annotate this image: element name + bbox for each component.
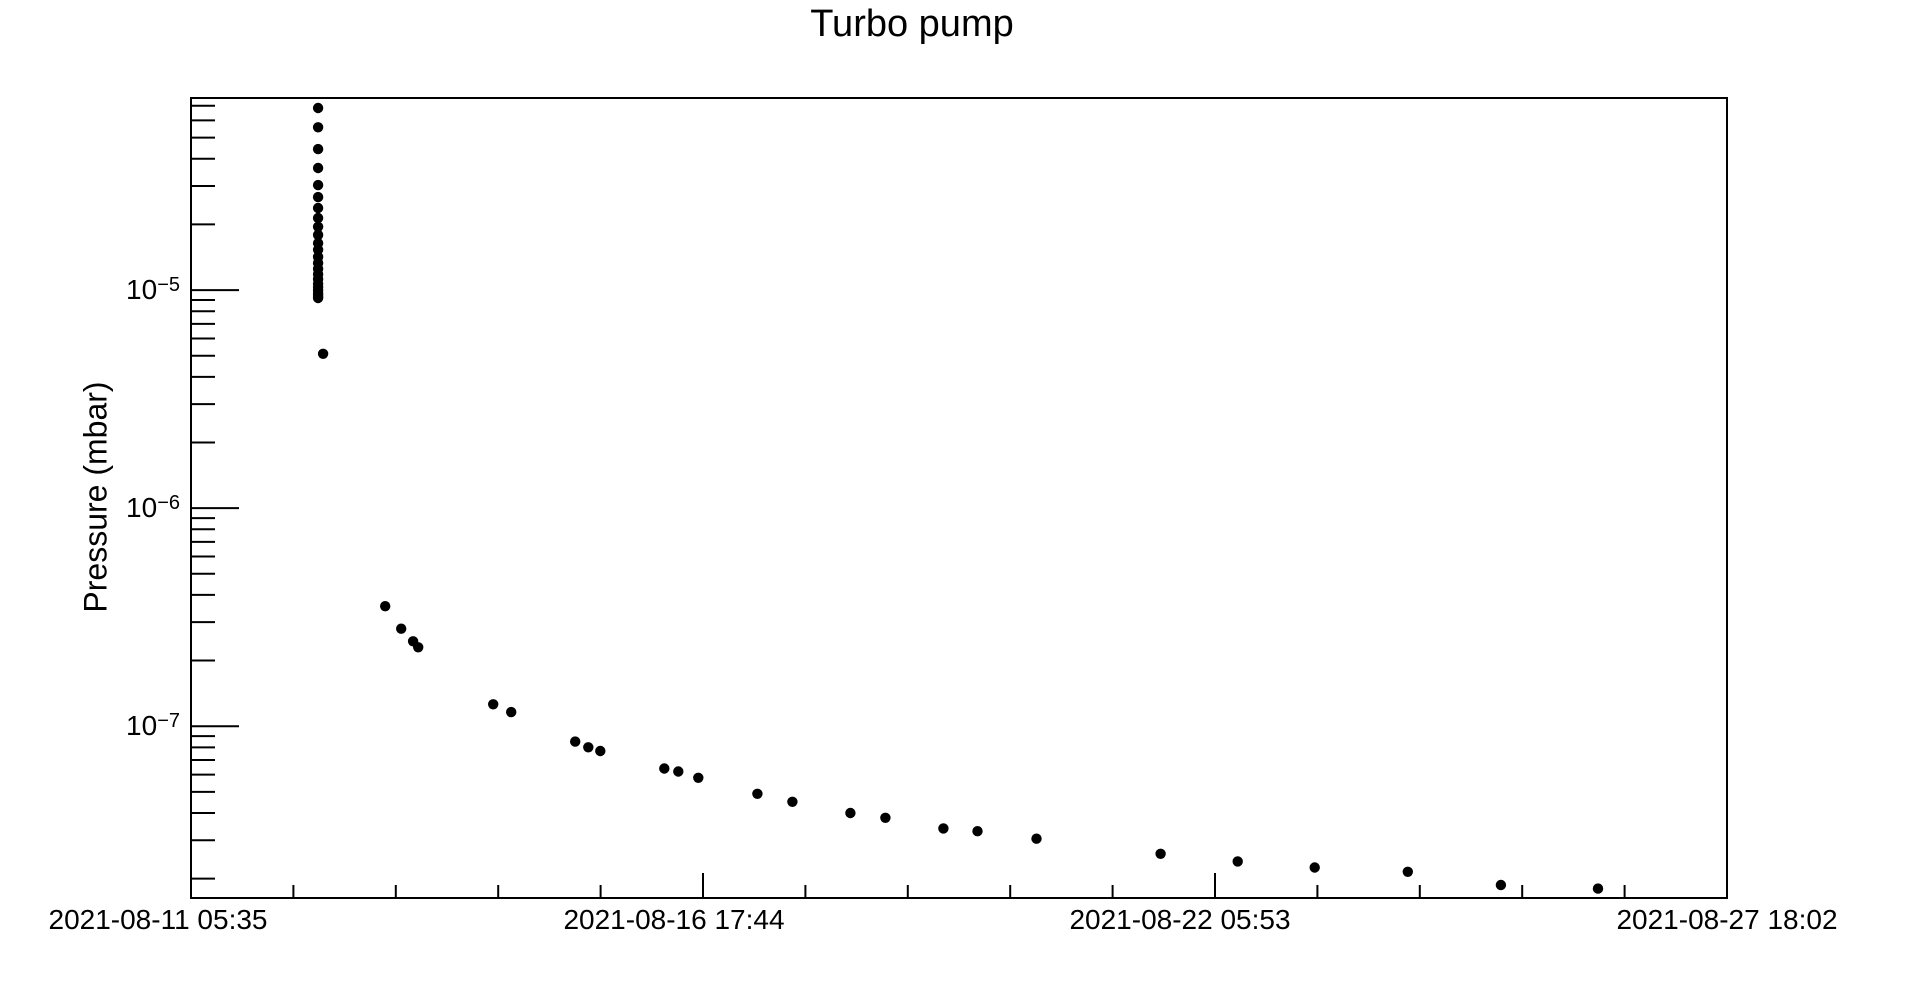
data-point xyxy=(312,162,324,174)
data-point xyxy=(673,766,684,777)
plot-frame xyxy=(190,97,1728,899)
y-tick-label-exponent: −7 xyxy=(157,709,180,732)
data-point xyxy=(595,745,606,757)
data-point xyxy=(845,807,856,819)
data-point xyxy=(1031,833,1042,844)
x-tick-label-1: 2021-08-16 17:44 xyxy=(563,904,785,935)
data-point xyxy=(693,772,704,783)
data-point xyxy=(312,179,324,191)
data-point xyxy=(312,212,324,224)
data-point xyxy=(659,763,670,774)
data-point xyxy=(972,826,983,837)
data-point xyxy=(317,348,329,359)
y-tick-label-exponent: −5 xyxy=(157,273,180,296)
y-tick-label-exponent: −6 xyxy=(157,491,180,514)
y-tick-label-2: 10−7 xyxy=(60,709,180,743)
data-point xyxy=(1402,866,1414,877)
data-point xyxy=(312,102,324,114)
y-tick-label-1: 10−6 xyxy=(60,491,180,525)
data-point xyxy=(880,812,891,823)
data-point xyxy=(312,202,324,214)
data-point xyxy=(488,699,499,710)
data-point xyxy=(312,221,324,232)
data-point xyxy=(787,796,798,807)
x-tick-label-3: 2021-08-27 18:02 xyxy=(1616,904,1838,935)
y-tick-label-0: 10−5 xyxy=(60,273,180,307)
data-point xyxy=(938,823,949,834)
chart-title: Turbo pump xyxy=(810,3,1014,45)
data-point xyxy=(1155,848,1166,859)
data-point xyxy=(570,736,581,747)
x-tick-label-0: 2021-08-11 05:35 xyxy=(48,904,268,935)
data-point xyxy=(583,742,594,753)
x-tick-label-2: 2021-08-22 05:53 xyxy=(1069,904,1291,935)
y-tick-label-base: 10 xyxy=(126,492,158,524)
data-point xyxy=(396,623,407,634)
data-point xyxy=(312,143,324,155)
data-point xyxy=(312,229,324,241)
data-point xyxy=(312,292,324,304)
data-point xyxy=(1232,856,1243,867)
data-point xyxy=(1495,879,1507,891)
data-point xyxy=(1592,883,1604,894)
data-point xyxy=(312,191,324,203)
data-point xyxy=(506,706,517,718)
data-point xyxy=(1309,862,1320,873)
data-point xyxy=(413,642,424,653)
data-point xyxy=(380,601,391,612)
data-point xyxy=(312,122,324,133)
data-point xyxy=(752,788,763,799)
y-tick-label-base: 10 xyxy=(126,274,158,306)
y-tick-label-base: 10 xyxy=(126,710,158,742)
